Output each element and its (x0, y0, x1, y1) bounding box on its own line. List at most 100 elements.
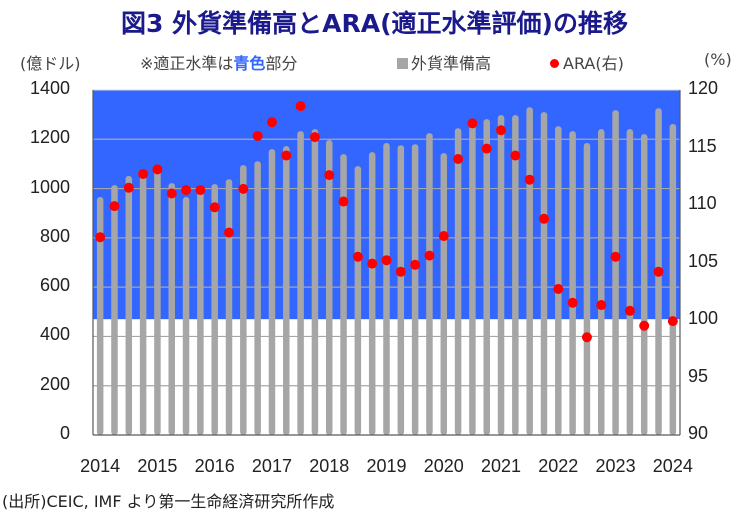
ara-dot (266, 117, 277, 128)
reserve-bar (311, 129, 319, 436)
reserve-bar (297, 131, 304, 435)
reserve-bar (325, 140, 333, 435)
reserve-bar (454, 128, 462, 436)
reserve-bar (354, 166, 362, 435)
reserve-bar (569, 131, 576, 435)
ara-dot (224, 227, 235, 238)
gray-square-icon (397, 58, 408, 69)
ara-dot (238, 183, 249, 194)
reserve-bar (154, 165, 161, 436)
x-tick-label: 2016 (194, 456, 235, 476)
legend-item-ara: ARA(右) (550, 50, 624, 74)
left-tick-label: 1200 (29, 127, 70, 148)
reserve-bar (626, 129, 634, 436)
reserve-bar (197, 184, 204, 435)
ara-dot (410, 259, 421, 270)
ara-dot (152, 164, 163, 175)
reserve-bar (283, 146, 290, 435)
ara-dot (209, 202, 220, 213)
left-tick-label: 400 (39, 324, 70, 345)
reserve-bar (583, 142, 591, 435)
left-tick-label: 1000 (29, 176, 70, 197)
x-tick-label: 2022 (538, 456, 579, 476)
reserve-bar (640, 134, 648, 435)
x-tick-label: 2018 (309, 456, 350, 476)
ara-dot (424, 250, 435, 261)
reserve-bar (469, 120, 476, 436)
ara-dot (496, 125, 507, 136)
note-suffix: 部分 (265, 54, 298, 73)
ara-dot (166, 188, 177, 199)
reserve-bar (340, 154, 347, 436)
right-tick-label: 110 (688, 193, 717, 213)
x-tick-label: 2015 (137, 456, 178, 476)
ara-dot (395, 266, 406, 277)
ara-dot (524, 174, 535, 185)
right-tick-label: 105 (688, 250, 719, 271)
ara-dot (181, 185, 192, 196)
reserve-bar (526, 107, 533, 435)
ara-dot (667, 316, 678, 327)
ara-dot (653, 266, 664, 277)
reserve-bar (168, 183, 175, 435)
left-tick-label: 0 (59, 423, 70, 443)
reserve-bar (483, 119, 490, 435)
reserve-bar (111, 185, 118, 435)
ara-dot (581, 332, 592, 343)
legend-label-reserves: 外貨準備高 (411, 54, 492, 73)
legend-item-reserves: 外貨準備高 (397, 50, 491, 74)
reserve-bar (669, 124, 677, 435)
right-axis-unit: (%) (704, 50, 732, 69)
reserve-bar (598, 129, 605, 436)
note-prefix: ※適正水準は (140, 54, 234, 73)
reserve-bar (397, 145, 405, 435)
ara-dot (123, 182, 134, 193)
left-tick-label: 800 (39, 225, 70, 246)
ara-dot (438, 231, 449, 242)
right-tick-label: 120 (688, 78, 719, 98)
right-tick-label: 90 (688, 423, 709, 443)
ara-dot (109, 201, 120, 212)
ara-dot (510, 150, 521, 161)
reserve-bar (426, 133, 433, 435)
ara-dot (281, 150, 292, 161)
reserve-bar (612, 110, 619, 435)
reserve-bar (268, 149, 276, 435)
ara-dot (338, 196, 349, 207)
ara-dot (567, 297, 578, 308)
x-tick-label: 2019 (366, 456, 407, 476)
reserve-bar (240, 165, 247, 436)
left-axis-unit: (億ドル) (20, 54, 81, 73)
reserve-bar (540, 112, 548, 435)
ara-dot (138, 168, 149, 179)
reserve-bar (182, 196, 190, 435)
reserve-bar (139, 170, 147, 435)
chart-title: 図3 外貨準備高とARA(適正水準評価)の推移 (121, 9, 628, 38)
ara-dot (453, 154, 464, 164)
reserve-bar (383, 142, 390, 435)
ara-dot (553, 283, 564, 294)
right-tick-label: 100 (688, 308, 719, 328)
left-tick-label: 1400 (29, 78, 70, 98)
ara-dot (639, 320, 650, 331)
ara-dot (624, 305, 635, 316)
reserve-bar (225, 179, 233, 435)
legend-label-ara: ARA(右) (563, 54, 624, 73)
reserve-bar (497, 115, 505, 435)
ara-dot (195, 185, 206, 196)
reserve-bar (254, 161, 261, 436)
ara-dot (381, 255, 392, 266)
x-tick-label: 2023 (595, 456, 636, 476)
reserve-bar (440, 153, 448, 436)
left-tick-label: 200 (39, 373, 70, 394)
x-tick-label: 2021 (481, 456, 522, 476)
ara-dot (610, 251, 621, 262)
reserve-bar (512, 115, 519, 435)
ara-dot (538, 213, 549, 224)
reserve-bar (96, 196, 104, 435)
reserve-bar (211, 184, 218, 435)
ara-dot (467, 118, 478, 129)
right-tick-label: 115 (688, 135, 717, 156)
left-tick-label: 600 (39, 275, 70, 296)
